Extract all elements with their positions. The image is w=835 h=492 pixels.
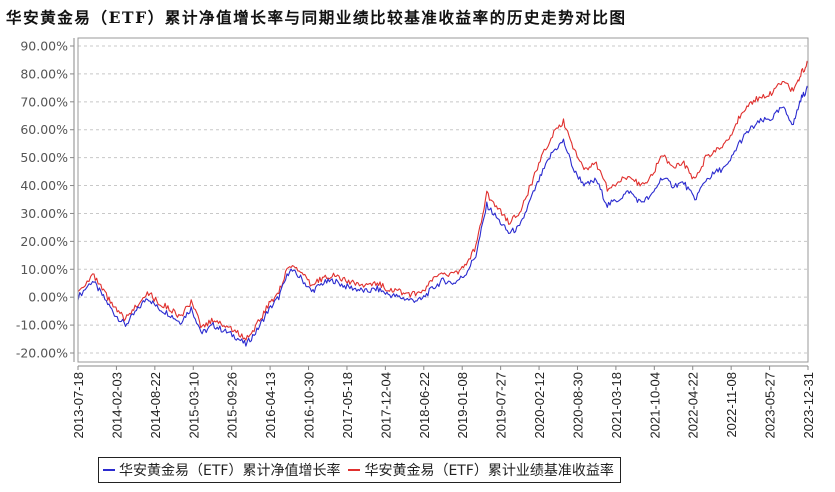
- legend-item-nav: 华安黄金易（ETF）累计净值增长率: [103, 460, 340, 480]
- y-tick-label: 10.00%: [20, 262, 68, 277]
- x-tick-label: 2017-12-04: [378, 372, 393, 439]
- chart-title: 华安黄金易（ETF）累计净值增长率与同期业绩比较基准收益率的历史走势对比图: [6, 8, 627, 27]
- x-tick-label: 2016-10-30: [302, 372, 317, 439]
- x-tick-label: 2023-05-27: [763, 372, 778, 439]
- plot-frame: [77, 37, 809, 363]
- x-tick-label: 2019-01-08: [455, 372, 470, 439]
- x-tick-label: 2022-04-22: [686, 372, 701, 439]
- legend-swatch-benchmark: [348, 469, 361, 471]
- legend-label-nav: 华安黄金易（ETF）累计净值增长率: [119, 463, 341, 479]
- y-axis: 90.00% 80.00% 70.00% 60.00% 50.00% 40.00% 30.0…: [16, 39, 74, 361]
- y-tick-label: 80.00%: [20, 66, 68, 81]
- y-tick-label: 60.00%: [20, 122, 68, 137]
- series-nav-line: [77, 85, 809, 347]
- legend-item-benchmark: 华安黄金易（ETF）累计业绩基准收益率: [348, 460, 614, 480]
- gridlines: [78, 45, 808, 354]
- y-tick-label: 20.00%: [20, 234, 68, 249]
- y-tick-label: 90.00%: [20, 39, 68, 54]
- x-tick-label: 2020-08-30: [570, 372, 585, 439]
- x-axis: 2013-07-18 2014-02-03 2014-08-22 2015-03-10…: [71, 366, 816, 439]
- series-benchmark-line: [77, 60, 809, 341]
- y-tick-label: 50.00%: [20, 150, 68, 165]
- x-tick-label: 2014-02-03: [109, 372, 124, 439]
- y-tick-label: 0.00%: [28, 290, 68, 305]
- y-tick-label: 40.00%: [20, 178, 68, 193]
- x-tick-label: 2020-02-12: [532, 372, 547, 439]
- x-tick-label: 2019-07-27: [494, 372, 509, 439]
- legend: 华安黄金易（ETF）累计净值增长率 华安黄金易（ETF）累计业绩基准收益率: [98, 457, 621, 483]
- x-tick-label: 2021-10-04: [647, 372, 662, 439]
- y-tick-label: -10.00%: [16, 318, 68, 333]
- x-tick-label: 2015-09-26: [225, 372, 240, 439]
- x-tick-label: 2018-06-22: [417, 372, 432, 439]
- x-tick-label: 2016-04-13: [263, 372, 278, 439]
- x-tick-label: 2013-07-18: [71, 372, 86, 439]
- x-tick-label: 2021-03-18: [609, 372, 624, 439]
- x-tick-label: 2022-11-08: [724, 372, 739, 438]
- legend-swatch-nav: [103, 469, 115, 471]
- x-tick-label: 2015-03-10: [186, 372, 201, 439]
- x-tick-label: 2017-05-18: [340, 372, 355, 439]
- y-tick-label: 70.00%: [20, 94, 68, 109]
- y-tick-label: 30.00%: [20, 206, 68, 221]
- x-tick-label: 2023-12-31: [801, 372, 816, 439]
- x-tick-label: 2014-08-22: [148, 372, 163, 439]
- data-series: [77, 60, 809, 347]
- y-tick-label: -20.00%: [16, 346, 68, 361]
- legend-label-benchmark: 华安黄金易（ETF）累计业绩基准收益率: [364, 463, 614, 479]
